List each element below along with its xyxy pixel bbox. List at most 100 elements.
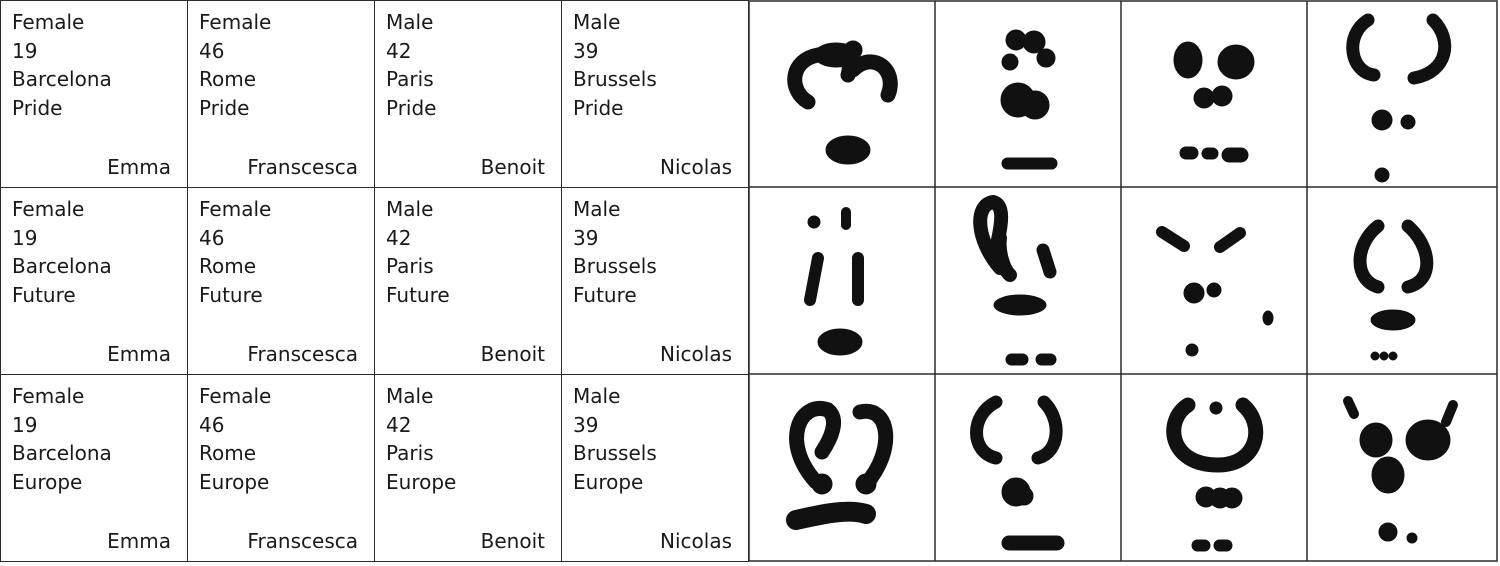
face-drawing [1346, 13, 1452, 183]
city-label: Brussels [573, 254, 657, 278]
profile-table: Female 19 Barcelona Pride Emma Female 46 Rome Pr… [0, 0, 749, 562]
profile-cell: Female 46 Rome Future Franscesca [187, 187, 375, 375]
profile-cell: Male 39 Brussels Future Nicolas [561, 187, 749, 375]
face-drawing [1156, 226, 1274, 357]
profile-cell: Female 46 Rome Pride Franscesca [187, 0, 375, 188]
person-name: Nicolas [660, 155, 732, 179]
profile-cell: Female 46 Rome Europe Franscesca [187, 374, 375, 562]
city-label: Barcelona [12, 67, 112, 91]
theme-label: Pride [573, 95, 624, 120]
person-name: Benoit [480, 155, 545, 179]
gender-label: Male [386, 197, 434, 221]
age-label: 42 [386, 412, 412, 437]
city-label: Barcelona [12, 254, 112, 278]
theme-label: Europe [386, 469, 457, 494]
age-label: 46 [199, 38, 225, 63]
gender-label: Male [386, 10, 434, 34]
face-drawing [1343, 396, 1458, 544]
theme-label: Europe [199, 469, 270, 494]
age-label: 19 [12, 412, 38, 437]
theme-label: Europe [12, 469, 83, 494]
gender-label: Female [199, 10, 272, 34]
profile-cell: Female 19 Barcelona Future Emma [0, 187, 188, 375]
theme-label: Pride [199, 95, 250, 120]
profile-attributes: Female 46 Rome Future [199, 195, 271, 309]
face-drawing [1353, 219, 1434, 361]
city-label: Brussels [573, 441, 657, 465]
gender-label: Male [386, 384, 434, 408]
profile-cell: Male 42 Paris Future Benoit [374, 187, 562, 375]
face-drawing [1166, 397, 1264, 552]
age-label: 46 [199, 412, 225, 437]
face-drawing [973, 195, 1057, 366]
profile-cell: Female 19 Barcelona Europe Emma [0, 374, 188, 562]
gender-label: Female [199, 384, 272, 408]
person-name: Emma [107, 155, 171, 179]
profile-cell: Female 19 Barcelona Pride Emma [0, 0, 188, 188]
person-name: Benoit [480, 529, 545, 553]
theme-label: Europe [573, 469, 644, 494]
theme-label: Future [12, 282, 76, 307]
profile-cell: Male 39 Brussels Europe Nicolas [561, 374, 749, 562]
person-name: Nicolas [660, 529, 732, 553]
person-name: Franscesca [247, 155, 358, 179]
profile-row: Female 19 Barcelona Pride Emma Female 46 Rome Pr… [0, 0, 749, 188]
profile-attributes: Male 42 Paris Europe [386, 382, 456, 496]
theme-label: Pride [12, 95, 63, 120]
age-label: 46 [199, 225, 225, 250]
profile-cell: Male 42 Paris Pride Benoit [374, 0, 562, 188]
profile-attributes: Female 19 Barcelona Future [12, 195, 112, 309]
profile-cell: Male 42 Paris Europe Benoit [374, 374, 562, 562]
city-label: Paris [386, 67, 434, 91]
city-label: Rome [199, 67, 257, 91]
profile-attributes: Male 39 Brussels Future [573, 195, 657, 309]
drawings-svg [748, 0, 1498, 562]
age-label: 19 [12, 38, 38, 63]
person-name: Benoit [480, 342, 545, 366]
gender-label: Female [12, 197, 85, 221]
profile-row: Female 19 Barcelona Future Emma Female 46 Rome F… [0, 187, 749, 375]
profile-attributes: Male 42 Paris Future [386, 195, 450, 309]
face-drawing [787, 40, 898, 165]
theme-label: Future [573, 282, 637, 307]
person-name: Emma [107, 529, 171, 553]
theme-label: Future [199, 282, 263, 307]
city-label: Rome [199, 441, 257, 465]
age-label: 42 [386, 225, 412, 250]
face-drawing [970, 395, 1065, 551]
gender-label: Female [12, 384, 85, 408]
age-label: 39 [573, 38, 599, 63]
person-name: Franscesca [247, 342, 358, 366]
theme-label: Pride [386, 95, 437, 120]
profile-attributes: Male 42 Paris Pride [386, 8, 437, 122]
gender-label: Female [199, 197, 272, 221]
person-name: Franscesca [247, 529, 358, 553]
theme-label: Future [386, 282, 450, 307]
profile-row: Female 19 Barcelona Europe Emma Female 46 Rome E… [0, 374, 749, 562]
city-label: Paris [386, 254, 434, 278]
face-drawing [1000, 29, 1058, 170]
face-drawing [786, 401, 894, 530]
gender-label: Male [573, 10, 621, 34]
age-label: 19 [12, 225, 38, 250]
profile-attributes: Female 19 Barcelona Europe [12, 382, 112, 496]
person-name: Nicolas [660, 342, 732, 366]
face-drawing [1173, 41, 1255, 163]
age-label: 39 [573, 412, 599, 437]
person-name: Emma [107, 342, 171, 366]
age-label: 42 [386, 38, 412, 63]
city-label: Paris [386, 441, 434, 465]
gender-label: Male [573, 384, 621, 408]
city-label: Barcelona [12, 441, 112, 465]
gender-label: Female [12, 10, 85, 34]
profile-attributes: Male 39 Brussels Europe [573, 382, 657, 496]
age-label: 39 [573, 225, 599, 250]
gender-label: Male [573, 197, 621, 221]
face-drawing [804, 207, 864, 356]
face-drawings-grid [748, 0, 1498, 562]
profile-attributes: Female 19 Barcelona Pride [12, 8, 112, 122]
city-label: Rome [199, 254, 257, 278]
city-label: Brussels [573, 67, 657, 91]
profile-cell: Male 39 Brussels Pride Nicolas [561, 0, 749, 188]
profile-attributes: Female 46 Rome Pride [199, 8, 271, 122]
